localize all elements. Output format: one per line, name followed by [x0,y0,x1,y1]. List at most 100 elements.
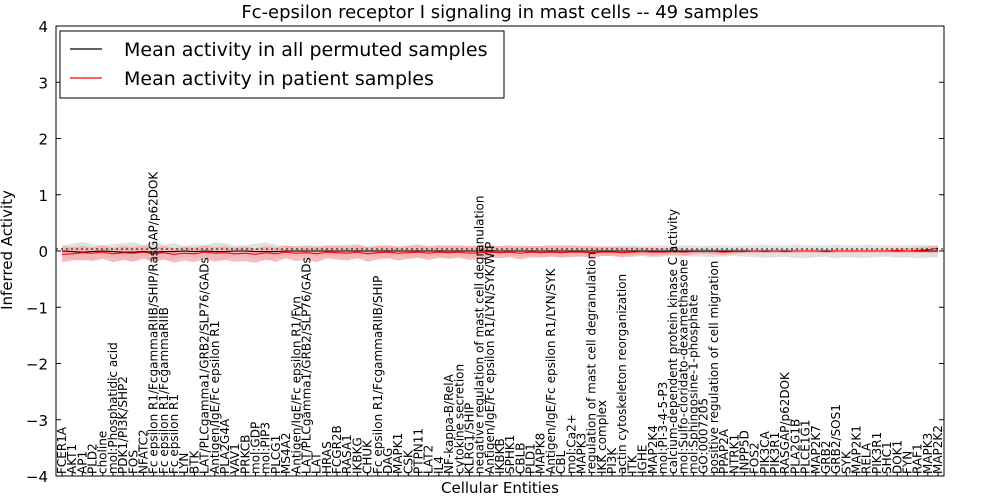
x-tick-label: negative regulation of mast cell degranu… [473,195,487,474]
x-tick-label: AP1 [75,451,89,474]
x-tick-label: MAP2K1 [850,425,864,474]
x-tick-label: FOS [126,450,140,474]
x-tick-label: Antigen/IgE/Fc epsilon R1/LYN/SYK/WIP [483,242,497,474]
y-tick-label: 0 [38,243,48,261]
x-tick-label: ITK [625,454,639,474]
x-tick-label: GO:0007205 [697,398,711,474]
series-line-patient [61,247,939,255]
x-tick-label: RASGAP/p62DOK [778,371,792,474]
y-tick-label: −3 [26,412,48,430]
x-tick-label: PLA2G1B [788,419,802,474]
legend-label-patient: Mean activity in patient samples [124,68,434,90]
x-tick-label: mol:Phosphatidic acid [106,342,120,474]
x-tick-label: PLCE1G1 [799,420,813,474]
x-tick-label: Antigen/IgE/Fc epsilon R1/LYN/SYK [544,267,558,474]
x-tick-label: INPP5D [737,430,751,474]
x-tick-label: KLRG1/SHIP [462,403,476,474]
y-tick-label: −4 [26,468,48,486]
x-tick-label: IKK complex [595,400,609,474]
y-tick-label: 3 [38,74,48,92]
x-tick-label: SHC1 [880,441,894,474]
x-tick-label: Fc epsilon R1/FcgammaRIIB/SHIP/RasGAP/p6… [147,171,161,474]
x-tick-label: CBLB [513,442,527,474]
x-tick-label: regulation of mast cell degranulation [585,252,599,474]
x-tick-label: IKBKB [493,438,507,474]
x-tick-labels: FCER1AAKT1AP1PLD2cholinemol:Phosphatidic… [55,171,945,476]
x-tick-label: GRB2/SOS1 [829,404,843,474]
x-tick-label: RAF1 [911,443,925,474]
y-tick-label: −1 [26,299,48,317]
x-tick-label: CBL [554,450,568,474]
x-tick-label: GRB2 [819,440,833,474]
y-axis-ticks: −4 −3 −2 −1 0 1 2 3 4 [26,18,944,486]
x-tick-label: FYN [900,451,914,474]
y-tick-label: 1 [38,187,48,205]
x-tick-label: MAPK8 [534,433,548,474]
x-tick-label: AKT1 [65,444,79,474]
x-tick-label: PLD2 [86,443,100,474]
x-tick-label: calcium-dependent protein kinase C activ… [666,209,680,474]
x-tick-label: RELA [860,442,874,474]
x-tick-label: MAP2K7 [809,425,823,474]
x-tick-label: MS4A2 [279,433,293,474]
x-tick-label: actin cytoskeleton reorganization [615,274,629,474]
x-tick-label: LAT/PLCgamma1/GRB2/SLP76/GADs [299,257,313,474]
x-tick-label: MAPK3 [921,433,935,474]
x-tick-label: PPAP2A [717,428,731,474]
x-tick-label: PI3K [605,447,619,474]
legend-label-permuted: Mean activity in all permuted samples [124,39,487,61]
x-tick-label: PLA2G4A [218,418,232,474]
x-tick-label: SPHK1 [503,435,517,474]
x-tick-label: Antigen/IgE/Fc epsilon R1/Fyn [289,296,303,474]
y-tick-label: −2 [26,356,48,374]
x-tick-label: Antigen/IgE/Fc epsilon R1 [208,321,222,474]
x-tick-label: HRAS [320,441,334,474]
x-tick-label: Fc epsilon R1/FcgammaRIIB [157,307,171,474]
x-tick-label: MAPK3 [574,433,588,474]
x-tick-label: LYN [177,453,191,474]
x-tick-label: cytokine secretion [452,364,466,474]
x-tick-label: choline [96,431,110,474]
y-axis-label: Inferred Activity [0,190,16,310]
x-tick-label: PLD1 [524,443,538,474]
x-tick-label: DOK1 [890,440,904,474]
x-tick-label: FCER1A [55,426,69,474]
x-tick-label: PRKCB [238,435,252,474]
x-tick-label: MAP2K2 [931,425,945,474]
x-tick-label: MAP2K4 [646,425,660,474]
x-tick-label: NTRK1 [727,434,741,474]
x-tick-label: PIK3CA [758,430,772,474]
x-tick-label: CHUK [361,439,375,474]
x-tick-label: IGHE [636,445,650,474]
x-tick-label: VAV1 [228,443,242,474]
x-tick-label: PIK3R1 [870,432,884,474]
x-tick-label: FOS2 [748,442,762,474]
x-tick-label: PTPN11 [412,428,426,474]
x-tick-label: mol:PI-3-4-5-P3 [656,382,670,474]
x-tick-label: CSK [401,449,415,474]
plot-area: FCER1AAKT1AP1PLD2cholinemol:Phosphatidic… [26,18,945,486]
x-tick-label: LAT/PLCgamma1/GRB2/SLP76/GADs [198,257,212,474]
legend-box [59,30,505,99]
x-tick-label: mol:Sphingosine-1-phosphate [687,295,701,475]
x-tick-label: PLCG1 [269,435,283,474]
x-tick-label: positive regulation of cell migration [707,261,721,474]
x-tick-label: mol:Ca2+ [564,414,578,474]
x-tick-label: IL4 [432,456,446,474]
x-tick-label: IKBKG [350,437,364,474]
x-tick-label: RASA1 [340,434,354,474]
x-tick-label: DAG [381,448,395,474]
band-patient [62,245,938,263]
x-tick-label: mol:PIP3 [259,422,273,474]
y-tick-label: 2 [38,131,48,149]
chart-title: Fc-epsilon receptor I signaling in mast … [241,2,758,23]
legend: Mean activity in all permuted samples Me… [59,30,505,99]
x-tick-label: PIK3R1 [768,432,782,474]
y-tick-label: 4 [38,18,48,36]
x-tick-label: mol:Sulfo-cloridato-dexamethasone [676,259,690,474]
lines-layer [61,247,939,255]
x-tick-label: MAPK1 [391,433,405,474]
x-tick-label: LAT [310,452,324,474]
x-tick-label: FCGR2B [330,425,344,474]
